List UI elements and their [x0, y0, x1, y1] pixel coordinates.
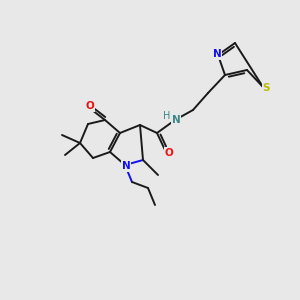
Text: N: N	[122, 161, 130, 171]
Text: O: O	[165, 148, 173, 158]
Text: H: H	[163, 111, 171, 121]
Text: O: O	[85, 101, 94, 111]
Text: N: N	[172, 115, 180, 125]
Text: N: N	[213, 49, 221, 59]
Text: S: S	[262, 83, 270, 93]
